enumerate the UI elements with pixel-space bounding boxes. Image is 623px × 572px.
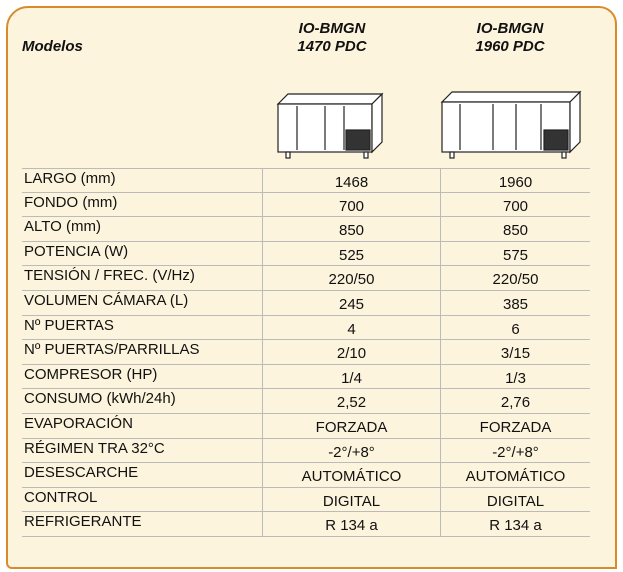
spec-value: FORZADA	[440, 414, 590, 439]
spec-label: ALTO (mm)	[22, 217, 262, 242]
spec-value: 245	[262, 291, 440, 316]
spec-value: 2/10	[262, 340, 440, 365]
model-line: IO-BMGN	[476, 20, 544, 37]
model-name: IO-BMGN 1960 PDC	[440, 20, 580, 56]
spec-value: R 134 a	[262, 512, 440, 537]
spec-value: 1468	[262, 168, 440, 193]
spec-label: POTENCIA (W)	[22, 242, 262, 267]
spec-value: 1/4	[262, 364, 440, 390]
spec-label: FONDO (mm)	[22, 193, 262, 218]
spec-label: Nº PUERTAS	[22, 316, 262, 341]
spec-value: R 134 a	[440, 512, 590, 537]
spec-value: -2°/+8°	[440, 438, 590, 464]
spec-value: 1/3	[440, 364, 590, 390]
spec-label: EVAPORACIÓN	[22, 414, 262, 439]
spec-value: 850	[262, 217, 440, 242]
model-name: IO-BMGN 1470 PDC	[262, 20, 402, 56]
spec-value: 700	[440, 192, 590, 218]
spec-value: DIGITAL	[262, 487, 440, 513]
spec-label: VOLUMEN CÁMARA (L)	[22, 291, 262, 316]
spec-value: DIGITAL	[440, 487, 590, 513]
spec-value: 2,52	[262, 389, 440, 414]
spec-value: 3/15	[440, 340, 590, 365]
spec-value: 220/50	[440, 266, 590, 291]
spec-label: Nº PUERTAS/PARRILLAS	[22, 340, 262, 365]
spec-value: 700	[262, 192, 440, 218]
model-line: IO-BMGN	[298, 20, 366, 37]
spec-value: 575	[440, 241, 590, 267]
spec-value: 2,76	[440, 389, 590, 414]
spec-label: LARGO (mm)	[22, 168, 262, 193]
spec-label: RÉGIMEN TRA 32°C	[22, 439, 262, 464]
spec-value: 6	[440, 315, 590, 341]
model-line: 1470 PDC	[297, 38, 367, 55]
spec-value: 4	[262, 315, 440, 341]
product-image	[440, 90, 582, 159]
model-label: Modelos	[22, 38, 83, 55]
spec-label: COMPRESOR (HP)	[22, 365, 262, 390]
spec-label: DESESCARCHE	[22, 463, 262, 488]
spec-value: 850	[440, 217, 590, 242]
spec-label: CONSUMO (kWh/24h)	[22, 389, 262, 414]
spec-value: 385	[440, 291, 590, 316]
spec-value: AUTOMÁTICO	[262, 463, 440, 488]
spec-value: FORZADA	[262, 414, 440, 439]
spec-value: 1960	[440, 168, 590, 193]
product-image	[276, 92, 384, 159]
model-line: 1960 PDC	[475, 38, 545, 55]
spec-label: TENSIÓN / FREC. (V/Hz)	[22, 266, 262, 291]
spec-label: REFRIGERANTE	[22, 512, 262, 537]
spec-value: 220/50	[262, 266, 440, 291]
spec-value: 525	[262, 241, 440, 267]
spec-label: CONTROL	[22, 488, 262, 513]
spec-value: AUTOMÁTICO	[440, 463, 590, 488]
spec-value: -2°/+8°	[262, 438, 440, 464]
